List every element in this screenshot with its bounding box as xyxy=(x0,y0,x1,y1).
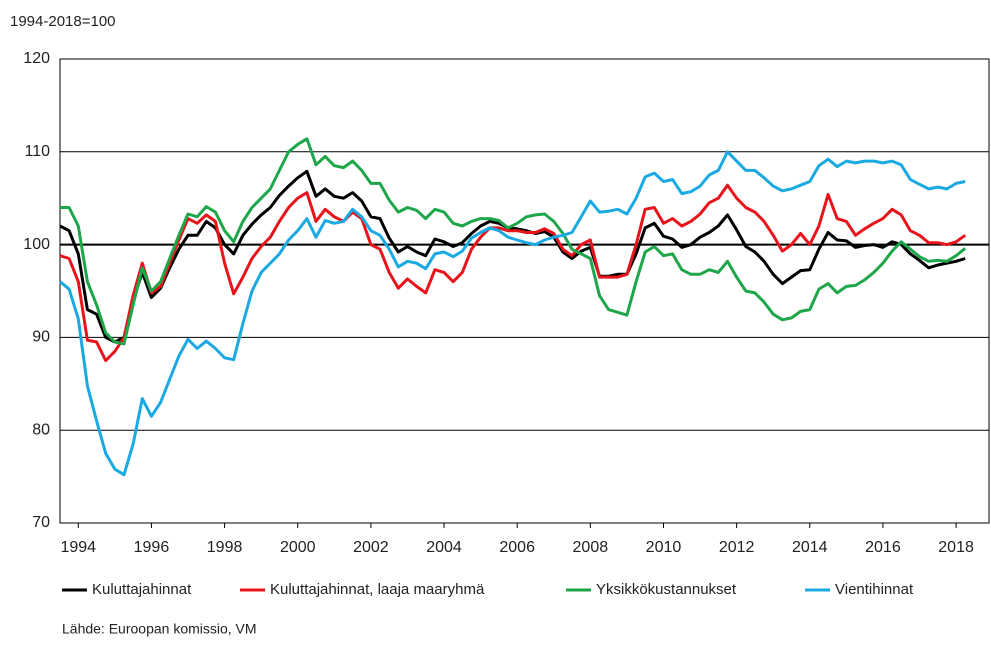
x-tick-label: 2004 xyxy=(426,539,462,556)
y-tick-label: 70 xyxy=(32,514,50,531)
x-tick-label: 2002 xyxy=(353,539,389,556)
series-line xyxy=(59,150,966,477)
x-tick-label: 1998 xyxy=(207,539,243,556)
x-tick-label: 2008 xyxy=(573,539,609,556)
y-tick-label: 100 xyxy=(23,236,50,253)
legend-label: Vientihinnat xyxy=(835,581,914,598)
x-tick-label: 2016 xyxy=(865,539,901,556)
x-tick-label: 1994 xyxy=(60,539,96,556)
series-line xyxy=(59,183,967,363)
x-tick-label: 2014 xyxy=(792,539,828,556)
x-tick-label: 1996 xyxy=(134,539,170,556)
y-tick-label: 90 xyxy=(32,329,50,346)
x-tick-label: 2012 xyxy=(719,539,755,556)
x-tick-label: 2018 xyxy=(938,539,974,556)
legend-label: Kuluttajahinnat xyxy=(92,581,192,598)
plot-frame xyxy=(59,58,990,524)
x-tick-label: 2000 xyxy=(280,539,316,556)
x-tick-label: 2010 xyxy=(646,539,682,556)
y-tick-label: 110 xyxy=(24,143,50,160)
y-tick-label: 80 xyxy=(32,421,50,438)
legend-label: Yksikkökustannukset xyxy=(596,581,737,598)
y-tick-label: 120 xyxy=(23,50,50,67)
series-line xyxy=(59,169,966,344)
x-tick-label: 2006 xyxy=(499,539,535,556)
y-axis-label: 1994-2018=100 xyxy=(10,13,116,30)
legend-label: Kuluttajahinnat, laaja maaryhmä xyxy=(270,581,485,598)
source: Lähde: Euroopan komissio, VM xyxy=(62,621,257,637)
series-line xyxy=(60,137,967,346)
